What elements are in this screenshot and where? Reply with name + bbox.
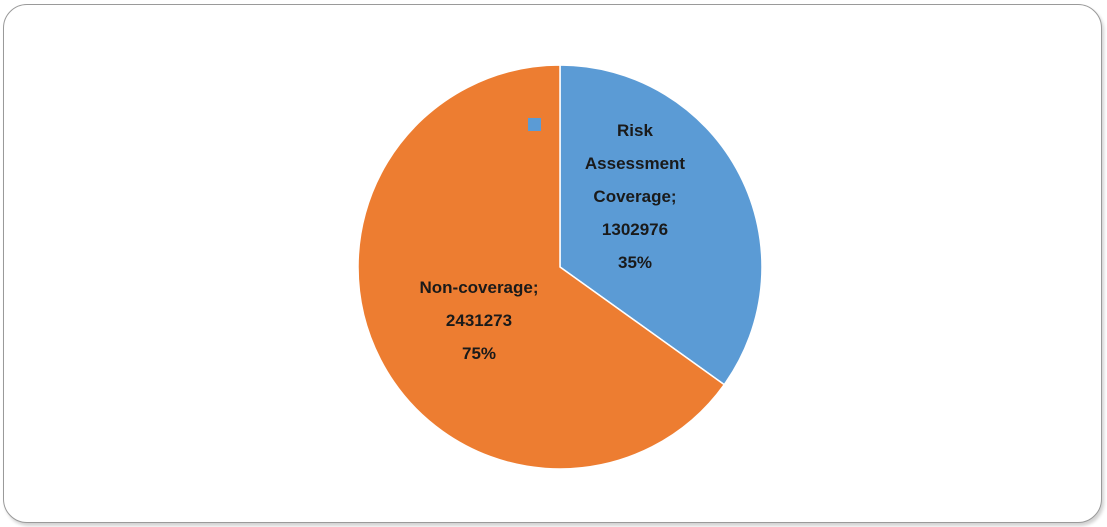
slice-value-label: 2431273 <box>446 311 512 330</box>
slice-label-line: Assessment <box>585 154 686 173</box>
legend-marker-risk-assessment <box>528 118 541 131</box>
slice-label-line: Coverage; <box>593 187 676 206</box>
slice-percent-label: 75% <box>462 344 496 363</box>
slice-label-non-coverage: Non-coverage; 2431273 75% <box>419 278 538 363</box>
slice-label-line: Risk <box>617 121 653 140</box>
slice-label-risk-assessment: Risk Assessment Coverage; 1302976 35% <box>585 121 686 272</box>
pie-slice-non-coverage <box>357 64 726 470</box>
slice-percent-label: 35% <box>618 253 652 272</box>
pie-slice-risk-assessment-coverage <box>559 64 763 386</box>
slice-label-line: Non-coverage; <box>419 278 538 297</box>
pie-slices <box>357 64 763 470</box>
slice-value-label: 1302976 <box>602 220 668 239</box>
